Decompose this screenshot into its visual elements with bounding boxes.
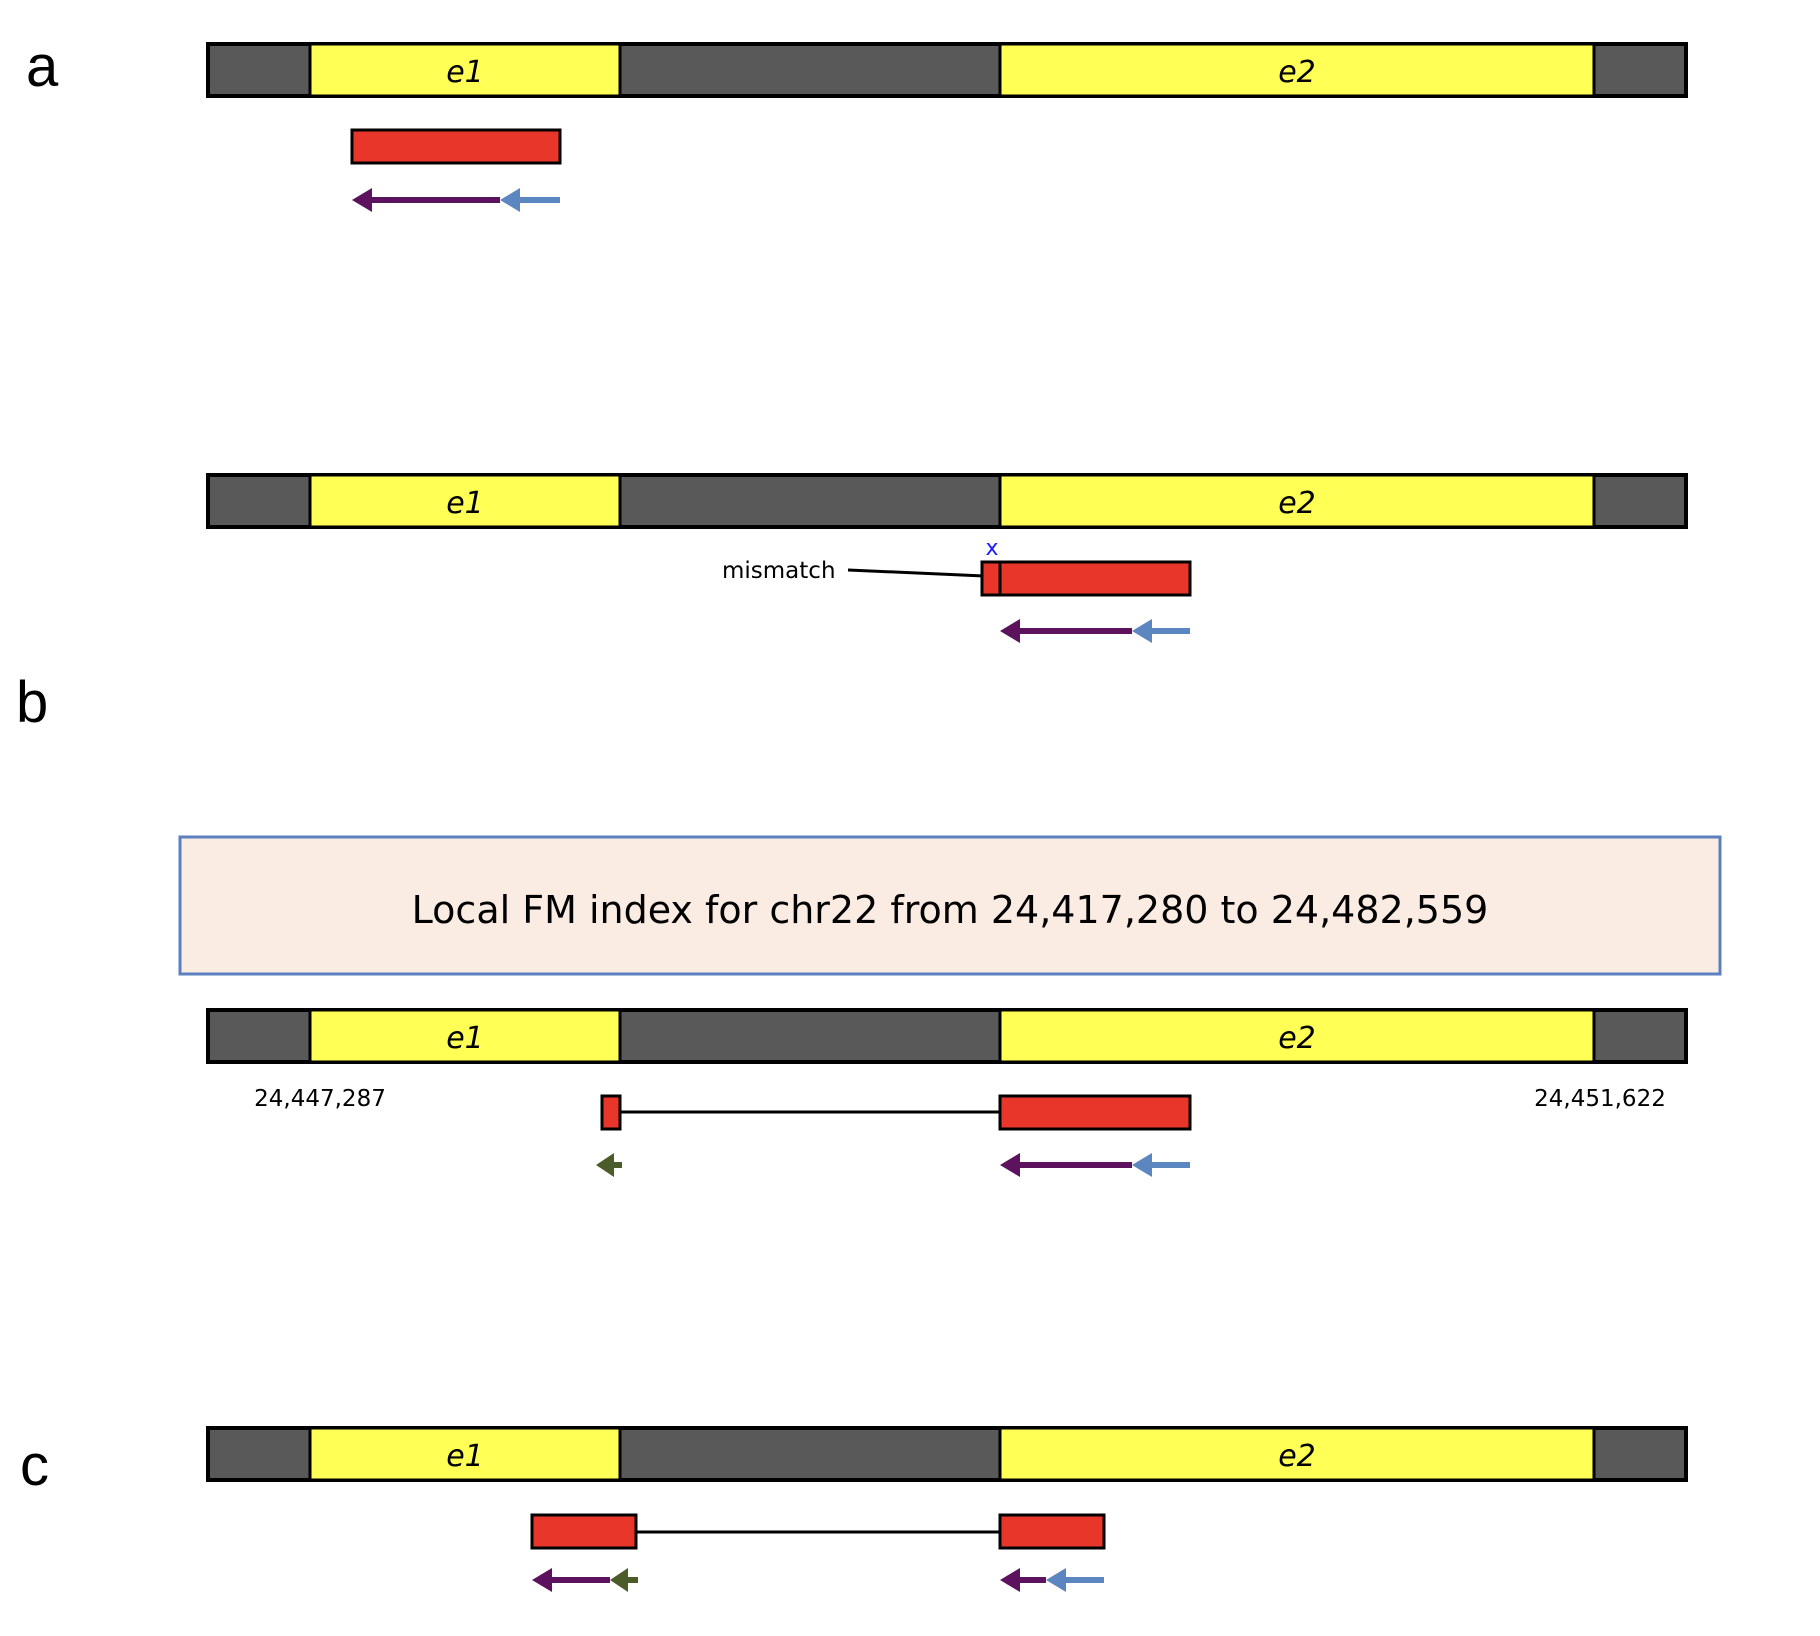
exon-e1 [308,1008,622,1064]
exon-label-e1: e1 [446,1439,484,1474]
coordinate-left: 24,447,287 [254,1086,386,1112]
panel-label-c: c [20,1433,49,1498]
exon-label-e2: e2 [1278,1021,1316,1056]
read-b-spliced [596,1094,1192,1177]
fm-index-text: Local FM index for chr22 from 24,417,280… [412,888,1489,932]
panel-label-a: a [26,34,59,99]
read-a1 [350,128,562,212]
exon-label-e2: e2 [1278,486,1316,521]
purple-arrow-head [1000,1153,1020,1177]
purple-arrow-head [532,1568,552,1592]
exon-label-e1: e1 [446,55,484,90]
purple-arrow-head [1000,619,1020,643]
coordinate-right: 24,451,622 [1534,1086,1666,1112]
exon-e2 [998,1008,1596,1064]
exon-e1 [308,42,622,98]
read-block [998,1094,1192,1131]
read-a2: x mismatch [722,536,1192,643]
fm-index-background [178,835,1722,976]
gene-track-2: e1 e2 [206,473,1688,529]
fm-index-box: Local FM index for chr22 from 24,417,280… [178,835,1722,976]
gene-track-4: e1 e2 [206,1426,1688,1482]
purple-arrow-head [1000,1568,1020,1592]
mismatch-pointer [847,568,985,578]
green-arrow-head [610,1568,628,1592]
green-arrow-head [596,1153,614,1177]
read-block [998,1513,1106,1550]
exon-e1 [308,473,622,529]
exon-e2 [998,473,1596,529]
blue-arrow-head [1132,1153,1152,1177]
read-block-short [600,1094,622,1131]
exon-e1 [308,1426,622,1482]
gene-track-1: e1 e2 [206,42,1688,98]
exon-label-e2: e2 [1278,55,1316,90]
exon-label-e1: e1 [446,486,484,521]
read-block [980,560,1192,597]
purple-arrow-head [352,188,372,212]
gene-track-3: e1 e2 24,447,287 24,451,622 [206,1008,1688,1112]
exon-e2 [998,1426,1596,1482]
blue-arrow-head [1046,1568,1066,1592]
read-block [350,128,562,165]
read-block [530,1513,638,1550]
mismatch-label: mismatch [722,558,836,584]
exon-label-e1: e1 [446,1021,484,1056]
panel-label-b: b [16,670,48,735]
blue-arrow-head [1132,619,1152,643]
mismatch-mark: x [985,536,998,561]
read-c-spliced [530,1513,1106,1592]
blue-arrow-head [500,188,520,212]
exon-label-e2: e2 [1278,1439,1316,1474]
exon-e2 [998,42,1596,98]
